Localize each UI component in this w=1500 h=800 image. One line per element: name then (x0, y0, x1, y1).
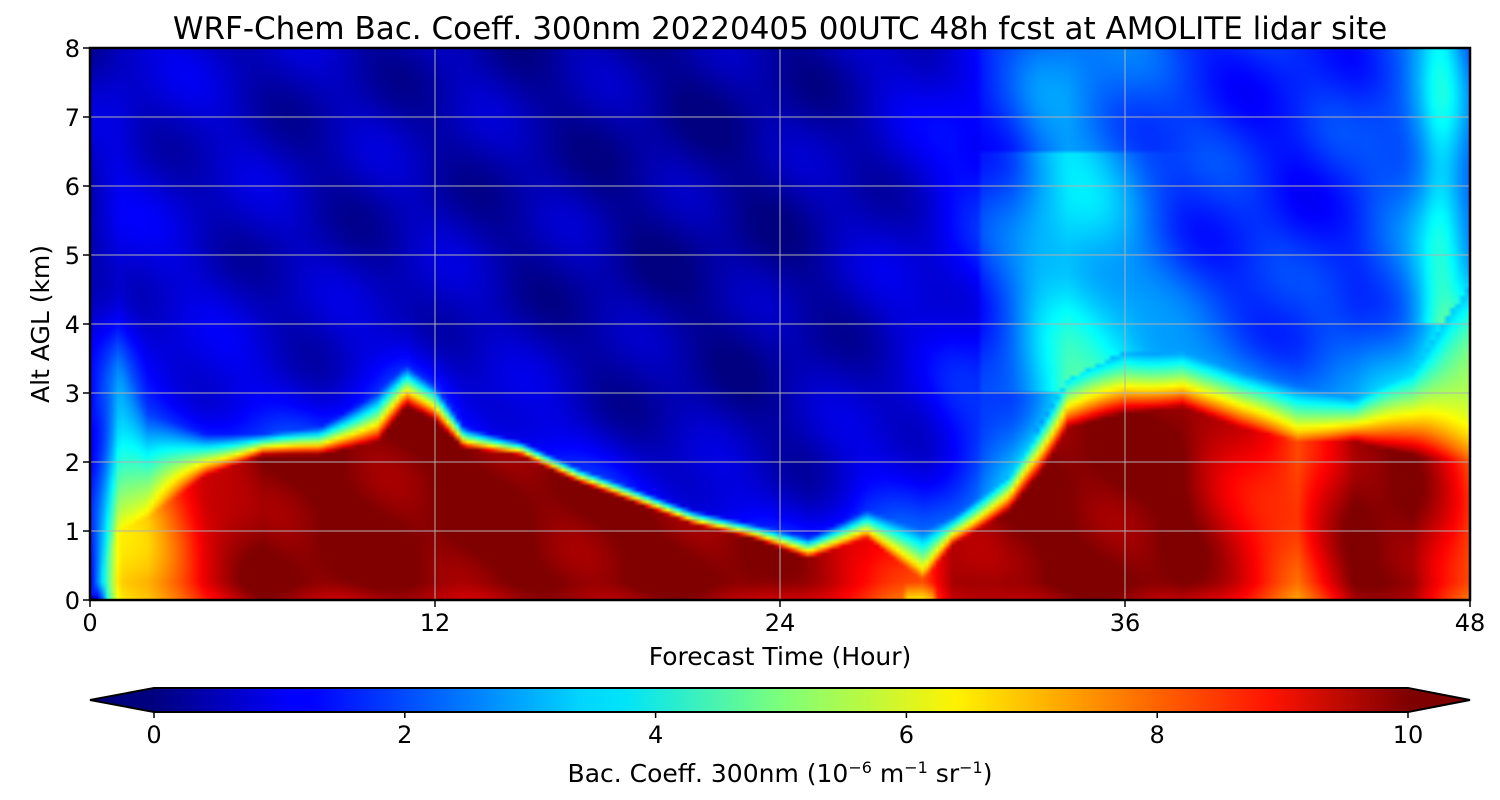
colorbar-tick-label-5: 10 (1393, 721, 1424, 749)
x-tick-label-3: 36 (1110, 609, 1141, 637)
y-tick-label-3: 3 (65, 380, 80, 408)
colorbar-gradient (154, 688, 1408, 712)
colorbar-extend-low (90, 688, 154, 712)
y-tick-label-4: 4 (65, 311, 80, 339)
colorbar-tick-label-1: 2 (397, 721, 412, 749)
colorbar-tick-label-2: 4 (648, 721, 663, 749)
y-tick-label-2: 2 (65, 449, 80, 477)
grid-lines (90, 48, 1470, 600)
y-tick-label-0: 0 (65, 587, 80, 615)
x-tick-label-2: 24 (765, 609, 796, 637)
chart-title: WRF-Chem Bac. Coeff. 300nm 20220405 00UT… (173, 11, 1387, 47)
y-axis-ticks: 0 1 2 3 4 5 6 7 8 (65, 35, 90, 615)
colorbar-extend-high (1408, 688, 1470, 712)
colorbar-ticks: 0 2 4 6 8 10 (146, 712, 1423, 749)
x-axis-label: Forecast Time (Hour) (649, 642, 912, 671)
colorbar: 0 2 4 6 8 10 Bac. Coeff. 300nm (10−6 m−1 sr−1… (89, 687, 1471, 789)
y-tick-label-6: 6 (65, 173, 80, 201)
y-tick-label-8: 8 (65, 35, 80, 63)
y-tick-label-1: 1 (65, 518, 80, 546)
colorbar-label: Bac. Coeff. 300nm (10−6 m−1 sr−1) (568, 758, 993, 789)
x-axis-ticks: 0 12 24 36 48 (82, 600, 1485, 637)
colorbar-tick-label-3: 6 (899, 721, 914, 749)
y-tick-label-7: 7 (65, 104, 80, 132)
y-axis-label: Alt AGL (km) (26, 245, 55, 403)
y-tick-label-5: 5 (65, 242, 80, 270)
x-tick-label-1: 12 (420, 609, 451, 637)
x-tick-label-0: 0 (82, 609, 97, 637)
colorbar-tick-label-0: 0 (146, 721, 161, 749)
x-tick-label-4: 48 (1455, 609, 1486, 637)
colorbar-tick-label-4: 8 (1150, 721, 1165, 749)
